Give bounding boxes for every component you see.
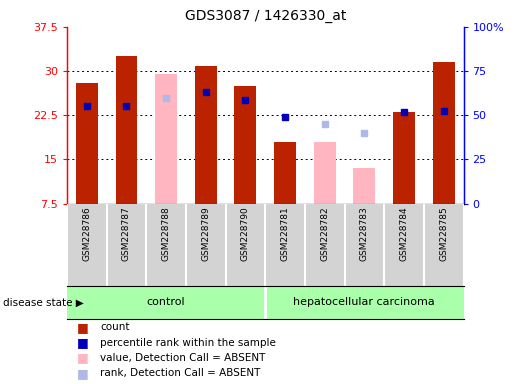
Bar bbox=[155, 74, 177, 204]
Title: GDS3087 / 1426330_at: GDS3087 / 1426330_at bbox=[184, 9, 346, 23]
Bar bbox=[195, 66, 217, 204]
Text: ■: ■ bbox=[77, 351, 89, 364]
Text: GSM228787: GSM228787 bbox=[122, 206, 131, 261]
Bar bbox=[314, 142, 336, 204]
Text: disease state ▶: disease state ▶ bbox=[3, 297, 83, 308]
Bar bbox=[353, 168, 375, 204]
Bar bbox=[115, 56, 138, 204]
Bar bbox=[433, 62, 455, 204]
Text: ■: ■ bbox=[77, 367, 89, 380]
Text: GSM228785: GSM228785 bbox=[439, 206, 448, 261]
Text: control: control bbox=[147, 297, 185, 308]
Bar bbox=[274, 142, 296, 204]
Bar bbox=[393, 112, 415, 204]
Text: GSM228783: GSM228783 bbox=[360, 206, 369, 261]
Bar bbox=[234, 86, 256, 204]
Text: GSM228786: GSM228786 bbox=[82, 206, 91, 261]
Text: ■: ■ bbox=[77, 336, 89, 349]
Bar bbox=[76, 83, 98, 204]
Text: count: count bbox=[100, 322, 130, 332]
Text: GSM228781: GSM228781 bbox=[281, 206, 289, 261]
Text: GSM228784: GSM228784 bbox=[400, 206, 408, 261]
Text: GSM228789: GSM228789 bbox=[201, 206, 210, 261]
Text: GSM228788: GSM228788 bbox=[162, 206, 170, 261]
Text: rank, Detection Call = ABSENT: rank, Detection Call = ABSENT bbox=[100, 368, 261, 378]
Text: value, Detection Call = ABSENT: value, Detection Call = ABSENT bbox=[100, 353, 266, 363]
Text: hepatocellular carcinoma: hepatocellular carcinoma bbox=[294, 297, 435, 308]
Text: GSM228790: GSM228790 bbox=[241, 206, 250, 261]
Text: ■: ■ bbox=[77, 321, 89, 334]
Text: GSM228782: GSM228782 bbox=[320, 206, 329, 261]
Text: percentile rank within the sample: percentile rank within the sample bbox=[100, 338, 277, 348]
